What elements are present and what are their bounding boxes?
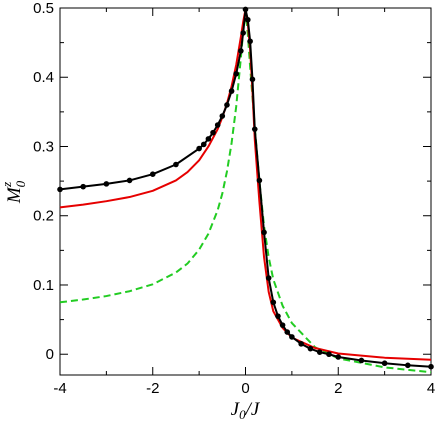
x-tick-label: 4 (427, 380, 435, 397)
y-tick-label: 0.2 (33, 208, 54, 225)
data-point (238, 48, 244, 54)
series-line-0 (59, 8, 432, 368)
data-point (228, 88, 235, 94)
data-point (240, 30, 246, 36)
x-axis-label: J0/J (231, 399, 261, 422)
series-line-1 (59, 8, 432, 361)
data-point (289, 334, 295, 340)
data-point (80, 183, 86, 190)
data-point (261, 229, 267, 236)
data-point (251, 126, 258, 132)
y-tick-label: 0.4 (33, 69, 54, 86)
x-axis-label-sub: 0 (239, 407, 246, 422)
data-point (326, 351, 332, 358)
data-point (245, 16, 251, 23)
data-point (126, 177, 133, 184)
data-point (149, 171, 156, 177)
y-tick-label: 0 (46, 346, 54, 363)
x-tick-label: 2 (334, 380, 342, 397)
data-point (214, 122, 221, 128)
series-group (57, 6, 434, 374)
data-point (428, 363, 434, 370)
data-point (103, 181, 110, 187)
data-point (316, 349, 323, 355)
data-point (265, 275, 272, 281)
y-axis-label: M0z (0, 180, 28, 204)
y-tick-label: 0.1 (33, 277, 54, 294)
y-axis-label-main: M (4, 186, 25, 204)
data-point (256, 177, 263, 184)
y-tick-label: 0.3 (33, 138, 54, 155)
data-point (57, 186, 63, 193)
data-point (275, 313, 281, 319)
data-point (247, 38, 253, 45)
data-point (249, 76, 256, 83)
y-tick-label: 0.5 (33, 0, 54, 17)
plot-frame (59, 7, 432, 376)
x-axis-label-tail: /J (245, 399, 261, 420)
x-axis-label-main: J (231, 399, 241, 420)
data-point (284, 329, 291, 335)
data-point (196, 145, 202, 152)
data-point (205, 136, 212, 142)
x-tick-label: -4 (53, 380, 66, 397)
data-point (224, 102, 230, 108)
series-line-2 (59, 9, 432, 374)
axis-ticks: -4 -2 0 2 4 0 0.1 0.2 0.3 0.4 0.5 (33, 0, 435, 397)
x-tick-label: 0 (241, 380, 249, 397)
data-point (270, 299, 277, 306)
x-tick-label: -2 (146, 380, 159, 397)
data-point (173, 161, 179, 168)
y-axis-label-sub: 0 (13, 180, 28, 187)
data-point (233, 70, 240, 77)
svg-text:M0z: M0z (0, 180, 28, 204)
data-point (242, 6, 249, 13)
data-point (307, 345, 314, 352)
data-point (210, 129, 216, 136)
data-point (219, 113, 226, 119)
data-point (200, 141, 207, 148)
data-point (358, 357, 365, 364)
y-axis-label-sup: z (0, 182, 14, 188)
data-point (381, 360, 388, 367)
data-point (298, 341, 304, 347)
data-point (405, 362, 411, 369)
data-point (279, 322, 286, 328)
data-point (335, 354, 342, 360)
